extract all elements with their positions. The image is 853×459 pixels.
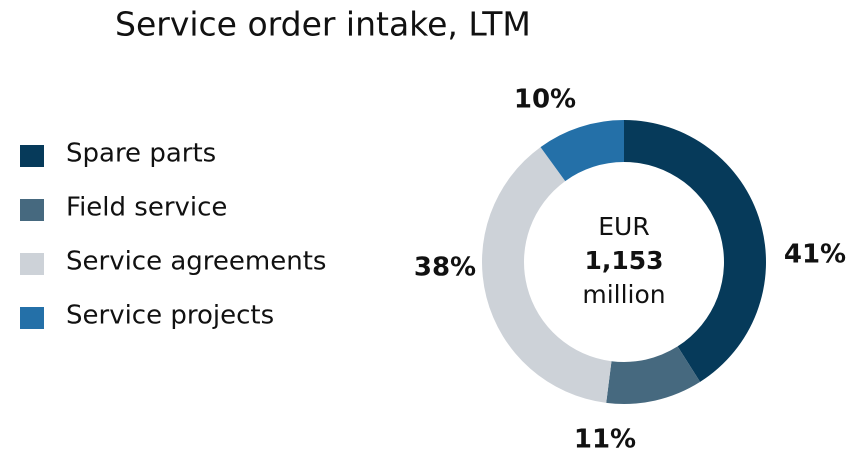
legend-swatch [20, 199, 44, 221]
value-label: 11% [574, 425, 636, 455]
legend-swatch [20, 253, 44, 275]
center-text: million [582, 280, 665, 309]
legend-swatch [20, 145, 44, 167]
donut-slice [624, 120, 766, 382]
value-label: 38% [414, 253, 476, 283]
center-text: EUR [598, 212, 649, 241]
legend-label: Service agreements [66, 247, 326, 277]
legend-swatch [20, 307, 44, 329]
center-text: 1,153 [584, 246, 663, 275]
donut-slice [606, 346, 701, 404]
value-label: 10% [514, 85, 576, 115]
donut-slice [540, 120, 624, 182]
legend-label: Service projects [66, 301, 274, 331]
value-label: 41% [784, 240, 846, 270]
chart-title: Service order intake, LTM [115, 5, 531, 44]
donut-slice [482, 147, 612, 403]
legend-label: Field service [66, 193, 227, 223]
legend-label: Spare parts [66, 139, 216, 169]
